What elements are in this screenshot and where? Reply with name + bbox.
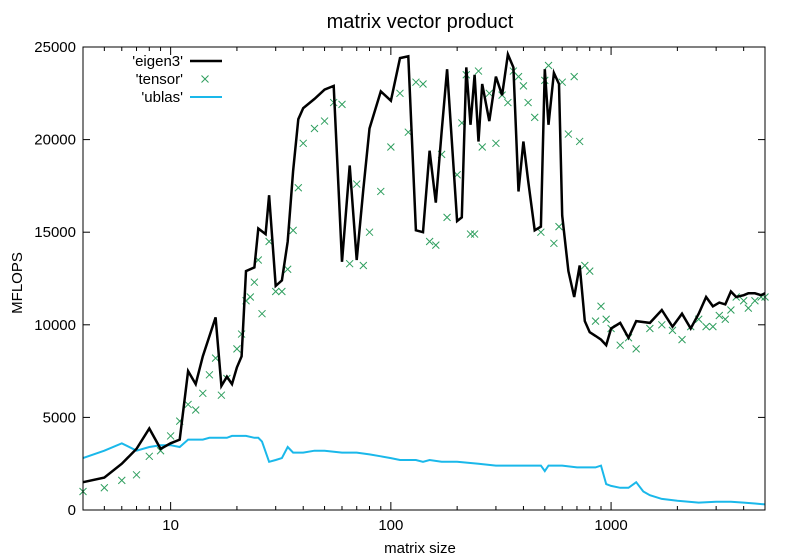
y-tick-label: 5000: [43, 409, 76, 426]
tensor-point: [376, 187, 385, 196]
tensor-point: [132, 470, 141, 479]
tensor-point: [345, 259, 354, 268]
tensor-point: [602, 315, 611, 324]
series-tensor-markers: [79, 61, 769, 496]
tensor-point: [217, 391, 226, 400]
tensor-point: [519, 82, 528, 90]
tensor-point: [283, 265, 292, 274]
tensor-point: [387, 143, 395, 151]
tensor-point: [597, 302, 605, 311]
tensor-point: [359, 261, 368, 270]
tensor-point: [352, 180, 361, 188]
series-eigen3-line: [82, 49, 766, 484]
tensor-point: [550, 239, 558, 248]
tensor-point: [233, 345, 241, 353]
tensor-point: [632, 345, 641, 353]
tensor-point: [564, 130, 573, 138]
tensor-point: [294, 183, 303, 192]
tensor-point: [338, 100, 346, 109]
tensor-point: [744, 304, 753, 312]
tensor-point: [271, 287, 280, 296]
tensor-point: [184, 400, 192, 409]
tensor-point: [166, 432, 175, 440]
tensor-point: [278, 287, 286, 296]
x-tick-label: 100: [378, 517, 403, 534]
tensor-point: [310, 124, 319, 133]
legend-label: 'ublas': [141, 89, 183, 106]
y-axis-label: MFLOPS: [9, 252, 26, 314]
tensor-point: [258, 309, 266, 318]
tensor-point: [396, 89, 404, 98]
legend-label: 'eigen3': [132, 53, 183, 70]
tensor-point: [575, 137, 584, 146]
tensor-point: [299, 139, 308, 148]
tensor-point: [721, 315, 730, 324]
x-tick-label: 10: [162, 517, 179, 534]
series-layer: [79, 49, 769, 506]
tensor-point: [419, 80, 427, 88]
tensor-point: [616, 341, 625, 350]
tensor-point: [320, 117, 329, 125]
tensor-point: [198, 389, 207, 398]
tensor-point: [365, 228, 374, 237]
tensor-point: [524, 98, 532, 107]
tensor-point: [727, 306, 735, 314]
tensor-point: [205, 370, 214, 379]
tensor-point: [100, 483, 109, 492]
tensor-point: [117, 476, 126, 485]
tensor-point: [657, 320, 666, 329]
tensor-point: [702, 322, 710, 331]
tensor-point: [504, 98, 512, 107]
y-tick-label: 25000: [34, 39, 76, 56]
tensor-point: [544, 61, 553, 70]
tensor-point: [250, 278, 259, 287]
tensor-point: [591, 317, 600, 325]
tensor-point: [470, 230, 479, 238]
x-axis-label: matrix size: [384, 540, 456, 557]
tensor-point: [474, 67, 483, 75]
legend: 'eigen3''tensor''ublas': [132, 53, 222, 106]
y-tick-label: 15000: [34, 224, 76, 241]
tensor-point: [530, 113, 539, 122]
tensor-point: [751, 296, 759, 305]
tensor-point: [466, 230, 475, 238]
tensor-point: [246, 293, 255, 301]
tensor-point: [412, 78, 420, 87]
y-tick-label: 20000: [34, 132, 76, 149]
y-tick-label: 10000: [34, 317, 76, 334]
tensor-point: [431, 241, 440, 250]
tensor-point: [739, 296, 748, 305]
tensor-point: [145, 452, 154, 461]
tensor-point: [715, 311, 724, 320]
tensor-point: [485, 89, 494, 98]
tensor-point: [709, 322, 717, 331]
tensor-point: [570, 72, 579, 81]
series-ublas-line: [82, 434, 766, 506]
y-tick-label: 0: [68, 502, 76, 519]
tensor-point: [425, 237, 434, 246]
plot-frame: [82, 46, 766, 511]
tensor-point: [668, 326, 677, 335]
legend-swatch-tensor: [201, 75, 209, 83]
tensor-point: [289, 226, 297, 235]
tensor-point: [537, 228, 545, 237]
tensor-point: [585, 267, 594, 275]
tensor-point: [555, 222, 563, 231]
x-tick-label: 1000: [594, 517, 627, 534]
tensor-point: [478, 143, 487, 151]
tensor-point: [191, 406, 200, 414]
chart-title: matrix vector product: [327, 11, 514, 33]
ticks-layer: 0 5000 10000 15000 20000 25000 10 100 1000: [34, 39, 766, 534]
tensor-point: [645, 324, 654, 333]
tensor-point: [492, 139, 500, 148]
legend-label: 'tensor': [136, 71, 184, 88]
tensor-point: [678, 335, 686, 344]
tensor-point: [443, 213, 451, 222]
tensor-point: [514, 72, 523, 81]
